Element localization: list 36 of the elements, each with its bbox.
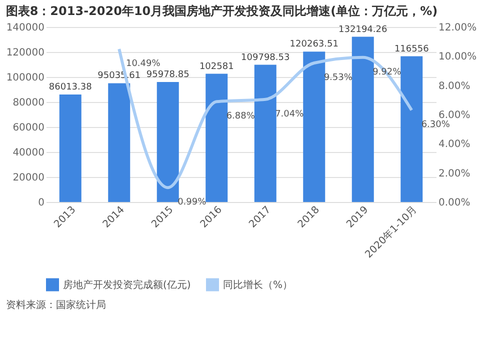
bar [303,52,326,202]
bar [108,83,130,202]
y-tick-label: 20000 [12,172,44,184]
data-label: 102581 [199,62,234,72]
legend-label: 同比增长（%） [223,278,293,291]
data-label: 10.49% [126,59,161,70]
bar [352,36,374,202]
data-label: 0.99% [178,198,207,208]
data-label: 109798.53 [241,52,290,63]
y2-tick-label: 0.00% [438,198,470,208]
data-label: 120263.51 [290,40,338,50]
legend-label: 房地产开发投资完成额(亿元) [63,278,191,291]
text: 资料来源：国家统计局 [6,299,106,311]
y-tick-label: 100000 [6,72,44,84]
y2-tick-label: 2.00% [438,168,470,180]
y2-tick-label: 12.00% [438,22,477,34]
data-label: 132194.26 [338,24,388,35]
y-tick-label: 0 [38,198,44,208]
bar [400,56,423,202]
y-tick-label: 140000 [6,22,44,34]
data-label: 86013.38 [48,82,92,92]
y2-tick-label: 6.00% [438,110,470,121]
y-tick-label: 40000 [12,148,44,158]
y-tick-label: 60000 [12,122,44,134]
bar [206,74,228,202]
bar [156,82,179,202]
y2-tick-label: 4.00% [438,139,470,150]
data-label: 95978.85 [146,70,190,80]
bar [59,94,82,202]
y-tick-label: 120000 [6,48,44,58]
chart-title: 图表8：2013-2020年10月我国房地产开发投资及同比增速(单位：万亿元，%) [6,4,438,18]
data-label: 116556 [394,44,430,54]
bar [254,64,276,202]
y2-tick-label: 8.00% [438,80,470,92]
y-tick-label: 80000 [12,98,44,108]
y2-tick-label: 10.00% [438,52,477,63]
